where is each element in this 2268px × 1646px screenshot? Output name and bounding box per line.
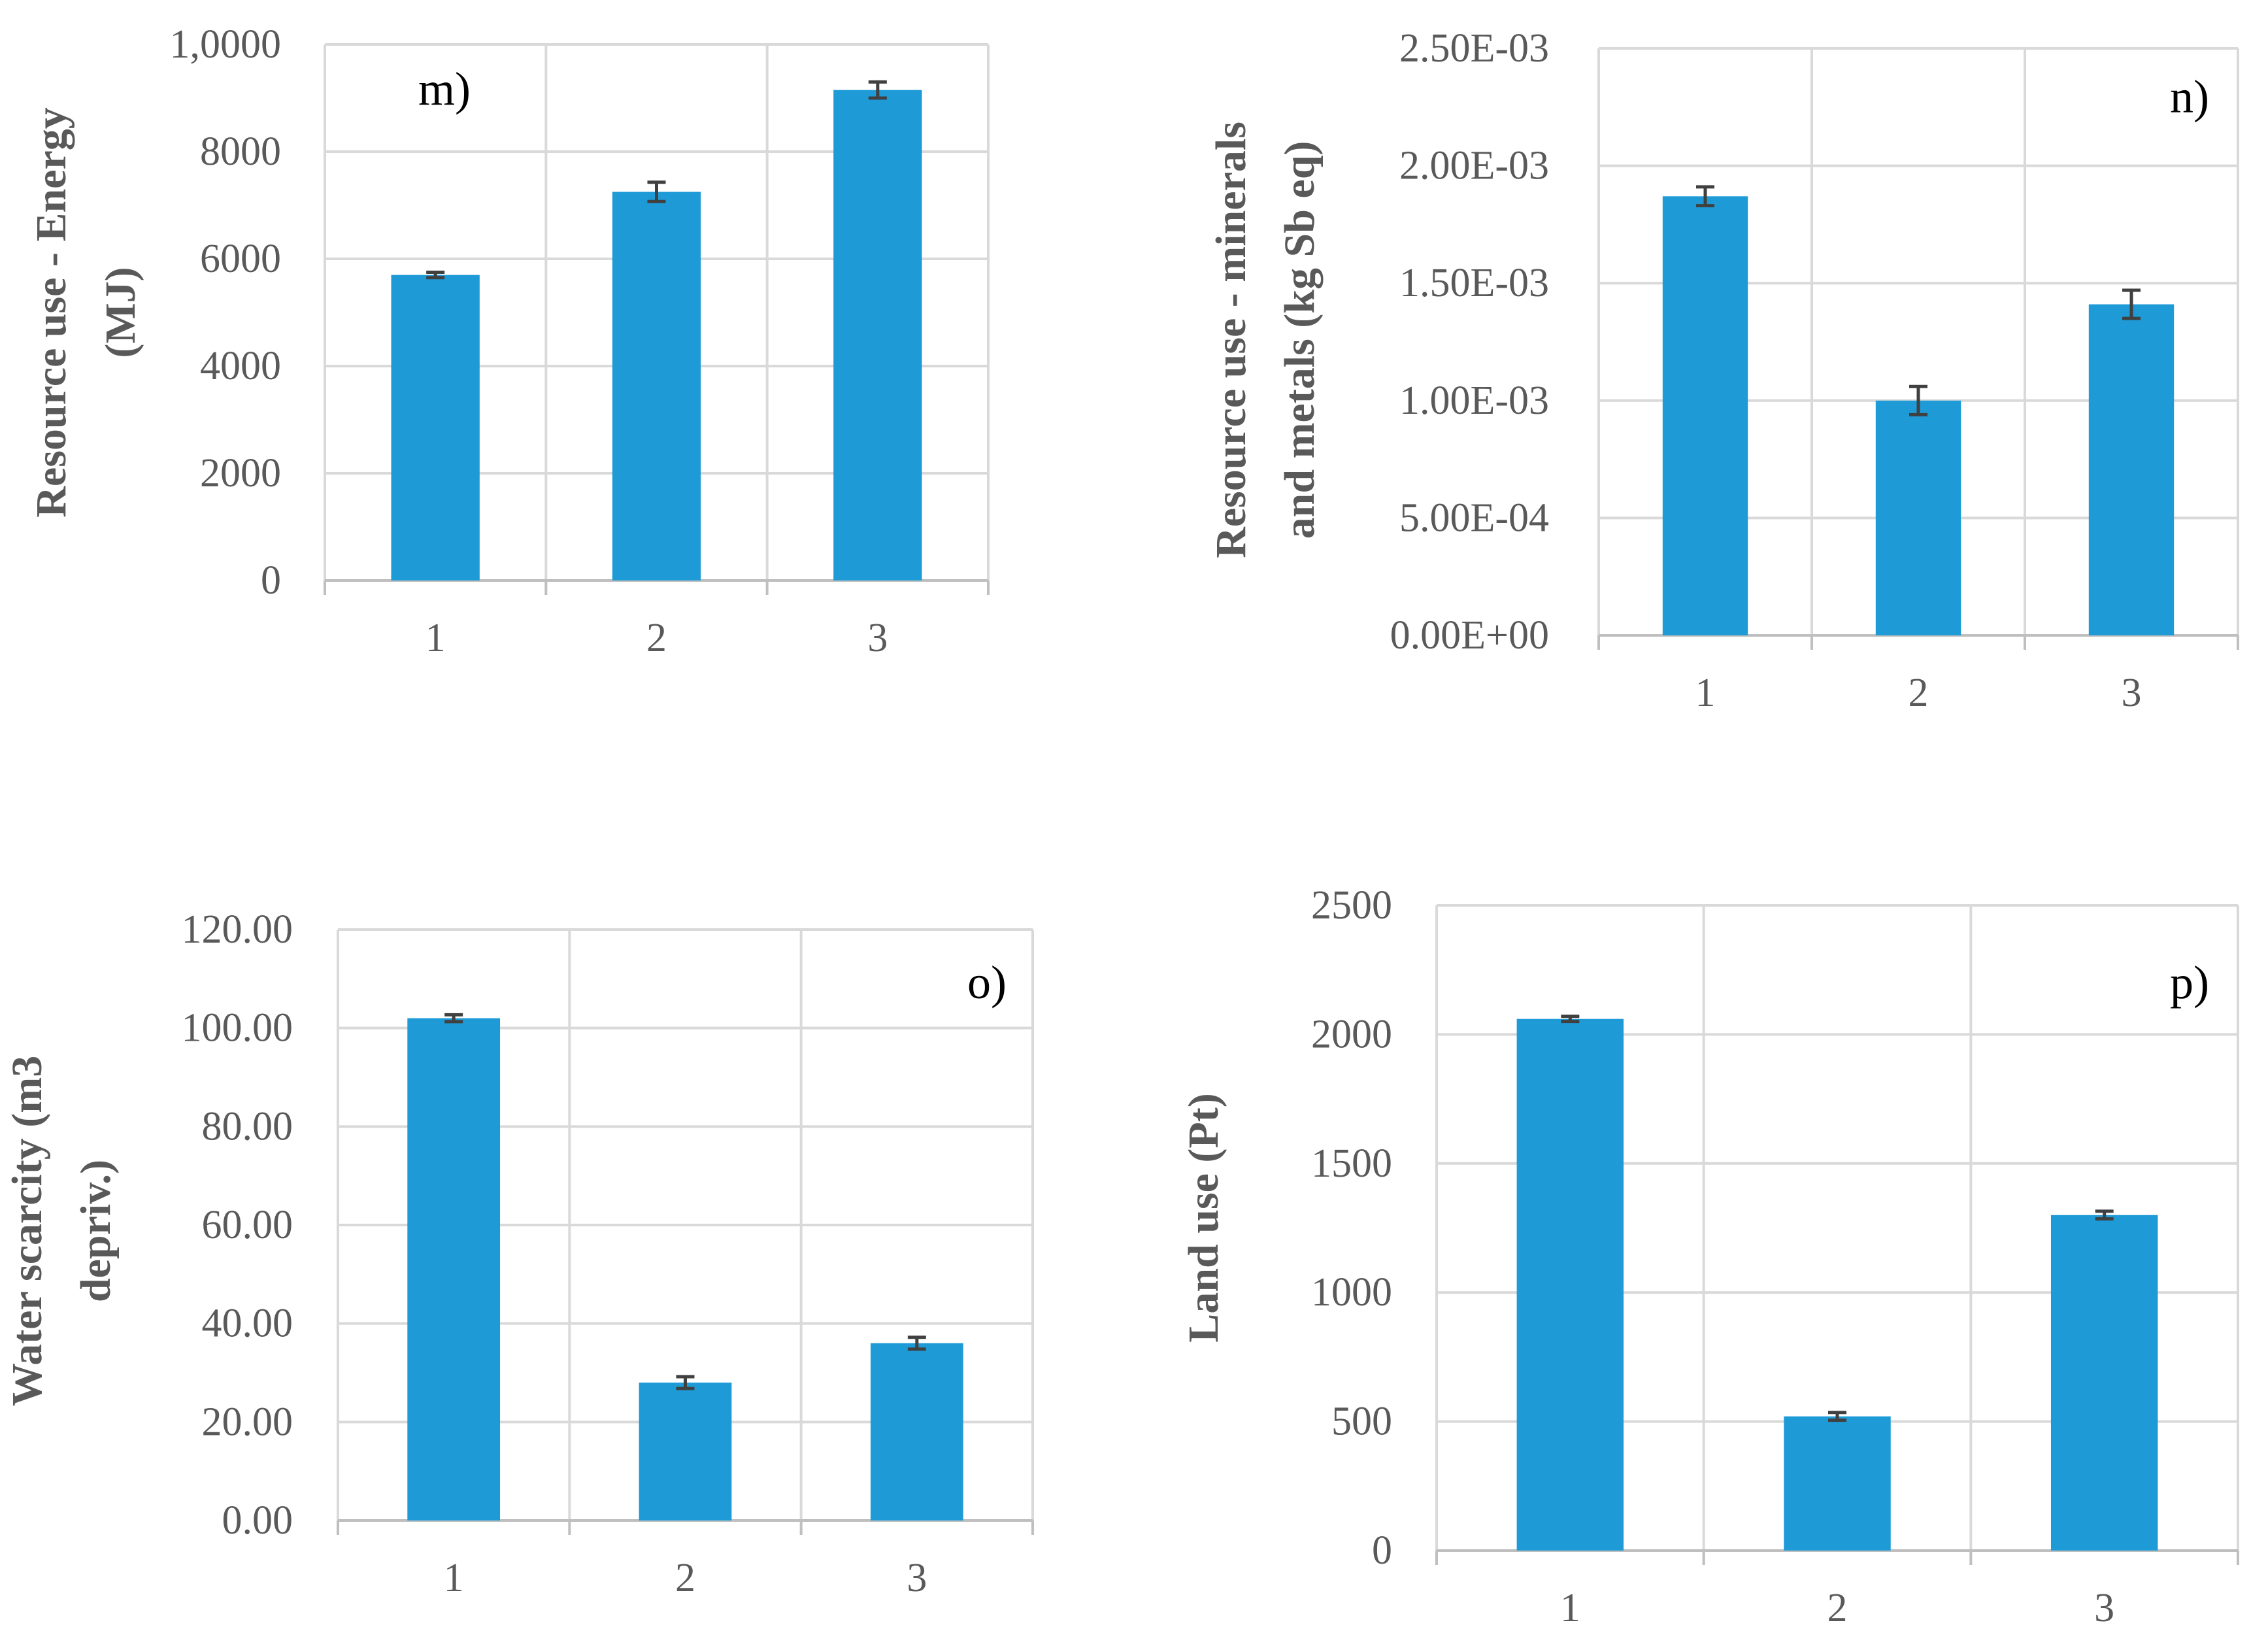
y-tick-label: 0 [261,558,281,603]
y-tick-label: 20.00 [202,1400,293,1444]
y-tick-label: 60.00 [202,1203,293,1247]
bar-1 [1516,1018,1624,1551]
y-tick-label: 40.00 [202,1302,293,1346]
panel-label: p) [2170,956,2209,1009]
bar-3 [2088,304,2175,635]
y-tick-label: 100.00 [182,1006,293,1050]
y-axis-label: Land use (Pt) [1180,1093,1227,1342]
y-tick-label: 4000 [200,344,281,388]
y-tick-label: 1.00E-03 [1399,378,1549,423]
y-tick-label: 8000 [200,129,281,174]
y-tick-label: 0 [1372,1528,1392,1573]
chart-panel-4: 0 500 1000 1500 2000 2500 1 2 3 Land use (Pt) p) [1180,883,2239,1630]
x-tick-label: 1 [1695,671,1716,715]
x-tick-label: 2 [646,616,667,660]
bar-2 [639,1383,732,1520]
y-tick-label: 2000 [200,451,281,495]
bar-2 [612,192,701,580]
bar-3 [2050,1215,2158,1551]
panel-label: n) [2170,71,2209,123]
y-tick-label: 5.00E-04 [1399,495,1549,540]
bar-1 [391,275,480,580]
y-tick-label: 80.00 [202,1104,293,1149]
y-tick-label: 500 [1331,1400,1392,1444]
x-tick-label: 3 [907,1556,927,1600]
y-tick-label: 2.00E-03 [1399,144,1549,188]
x-tick-label: 2 [1909,671,1929,715]
x-tick-label: 3 [867,616,888,660]
panel-label: m) [418,63,471,115]
x-tick-label: 1 [425,616,446,660]
y-axis-label: Resource use - minerals [1207,122,1255,558]
y-axis-label: (MJ) [97,267,144,358]
y-tick-label: 120.00 [182,907,293,952]
bar-2 [1784,1416,1891,1551]
x-tick-label: 1 [1560,1586,1580,1630]
y-axis-label: and metals (kg Sb eq) [1276,141,1324,539]
bar-3 [833,90,922,580]
x-tick-label: 3 [2122,671,2142,715]
bar-1 [1662,196,1748,635]
x-tick-label: 2 [1827,1586,1848,1630]
bar-3 [870,1343,963,1520]
y-axis-label: Water scarcity (m3 [3,1056,51,1406]
y-tick-label: 1000 [1311,1270,1392,1315]
bar-2 [1875,400,1961,635]
chart-panel-1: 0 2000 4000 6000 8000 1,0000 1 2 3 Resource use -… [27,22,990,660]
chart-panel-2: 0.00E+00 5.00E-04 1.00E-03 1.50E-03 2.00E-03… [1207,26,2239,715]
x-tick-label: 3 [2094,1586,2114,1630]
y-axis-label: depriv.) [72,1160,120,1302]
x-tick-label: 2 [675,1556,695,1600]
bar-1 [407,1018,501,1520]
chart-panel-3: 0.00 20.00 40.00 60.00 80.00 100.00 120.00 1 2 3 W… [3,907,1034,1600]
y-tick-label: 1.50E-03 [1399,261,1549,305]
y-tick-label: 1500 [1311,1141,1392,1186]
y-tick-label: 2.50E-03 [1399,26,1549,71]
y-axis-label: Resource use - Energy [27,107,75,518]
y-tick-label: 0.00E+00 [1390,613,1549,658]
y-tick-label: 2000 [1311,1012,1392,1056]
y-tick-label: 0.00 [222,1498,293,1543]
panel-label: o) [967,956,1007,1009]
y-tick-label: 2500 [1311,883,1392,928]
x-tick-label: 1 [444,1556,464,1600]
y-tick-label: 1,0000 [170,22,282,67]
y-tick-label: 6000 [200,237,281,281]
